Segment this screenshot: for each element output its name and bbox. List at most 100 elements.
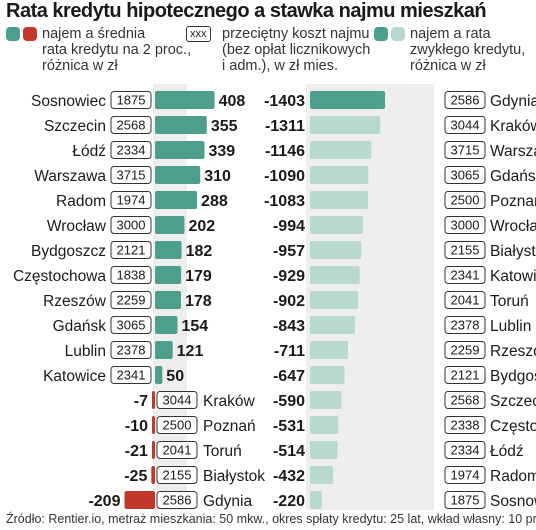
value-left-6: 182 [186, 243, 213, 260]
value-right-12: -590 [273, 393, 305, 410]
value-left-4: 288 [201, 193, 228, 210]
rent-left-16-box [156, 491, 198, 509]
rent-left-8: 2259 [117, 293, 146, 308]
city-left-11: Katowice [43, 368, 106, 385]
bar-right-3 [310, 166, 369, 184]
value-right-9: -843 [273, 318, 305, 335]
rent-right-11: 2121 [451, 368, 480, 383]
value-right-4: -1083 [264, 193, 305, 210]
bar-left-6 [155, 241, 182, 259]
bar-right-0 [310, 91, 386, 109]
source-note: Źródło: Rentier.io, metraż mieszkania: 5… [6, 512, 536, 526]
rent-right-16-box [444, 491, 486, 509]
city-left-2: Łódź [72, 143, 106, 160]
city-right-7: Katowice [490, 268, 536, 285]
city-right-11: Bydgoszcz [490, 368, 536, 385]
city-left-10: Lublin [65, 343, 106, 360]
city-left-4: Radom [56, 193, 106, 210]
rent-left-0: 1875 [117, 93, 146, 108]
value-left-7: 179 [185, 268, 212, 285]
rent-right-15-box [444, 466, 486, 484]
city-left-5: Wrocław [47, 218, 107, 235]
city-left-0: Sosnowiec [31, 93, 106, 110]
city-right-14: Łódź [490, 443, 524, 460]
bar-right-4 [310, 191, 368, 209]
rent-right-5-box [444, 216, 486, 234]
bar-right-12 [310, 391, 342, 409]
bar-left-1 [155, 116, 207, 134]
city-left-12: Kraków [203, 393, 255, 410]
value-right-3: -1090 [264, 168, 305, 185]
city-right-4: Poznań [490, 193, 536, 210]
bar-right-14 [310, 441, 338, 459]
rent-left-9-box [110, 316, 152, 334]
value-left-2: 339 [208, 143, 235, 160]
value-left-12: -7 [134, 393, 148, 410]
rent-left-5-box [110, 216, 152, 234]
rent-left-3-box [110, 166, 152, 184]
value-left-11: 50 [166, 368, 184, 385]
bar-left-8 [155, 291, 181, 309]
city-right-16: Sosnowiec [490, 493, 536, 510]
city-left-13: Poznań [203, 418, 256, 435]
city-left-9: Gdańsk [53, 318, 107, 335]
rent-right-2-box [444, 141, 486, 159]
rent-right-1-box [444, 116, 486, 134]
rent-left-9: 3065 [117, 318, 146, 333]
rent-left-7-box [110, 266, 152, 284]
value-right-10: -711 [274, 343, 305, 360]
rent-right-0-box [444, 91, 486, 109]
rent-right-1: 3044 [451, 118, 480, 133]
bar-left-5 [155, 216, 185, 234]
rent-right-4: 2500 [451, 193, 480, 208]
rent-left-11-box [110, 366, 152, 384]
city-right-6: Białystok [490, 243, 536, 260]
rent-right-14-box [444, 441, 486, 459]
legend-rent-key: xxx [186, 26, 211, 42]
value-right-5: -994 [273, 218, 305, 235]
chart-title: Rata kredytu hipotecznego a stawka najmu… [6, 0, 487, 22]
value-left-13: -10 [125, 418, 148, 435]
city-right-10: Rzeszów [490, 343, 536, 360]
bar-left-14 [151, 441, 155, 459]
rent-left-8-box [110, 291, 152, 309]
bar-right-8 [310, 291, 359, 309]
rent-left-14-box [156, 441, 198, 459]
rent-left-1: 2568 [117, 118, 146, 133]
rent-right-11-box [444, 366, 486, 384]
city-left-3: Warszawa [34, 168, 106, 185]
legend-swatch-light [391, 27, 405, 41]
city-left-7: Częstochowa [13, 268, 106, 285]
bar-right-16 [310, 491, 322, 509]
city-left-1: Szczecin [44, 118, 106, 135]
city-right-15: Radom [490, 468, 536, 485]
rent-right-3-box [444, 166, 486, 184]
rent-left-3: 3715 [117, 168, 146, 183]
value-left-0: 408 [219, 93, 246, 110]
legend-swatch-dark [374, 27, 388, 41]
bar-left-16 [124, 491, 155, 509]
bar-left-7 [155, 266, 182, 284]
bar-right-13 [310, 416, 339, 434]
city-right-8: Toruń [490, 293, 529, 310]
rent-left-6: 2121 [117, 243, 146, 258]
rent-right-12-box [444, 391, 486, 409]
value-right-8: -902 [273, 293, 305, 310]
bar-right-5 [310, 216, 364, 234]
bar-left-3 [155, 166, 201, 184]
value-left-14: -21 [125, 443, 148, 460]
value-right-2: -1146 [265, 143, 305, 160]
city-right-9: Lublin [490, 318, 531, 335]
value-right-7: -929 [273, 268, 305, 285]
value-right-6: -957 [273, 243, 305, 260]
rent-left-16: 2586 [163, 493, 192, 508]
bar-right-11 [310, 366, 345, 384]
rent-right-15: 1974 [451, 468, 480, 483]
rent-right-13-box [444, 416, 486, 434]
rent-right-10: 2259 [451, 343, 480, 358]
value-left-16: -209 [88, 493, 120, 510]
city-right-3: Gdańsk [490, 168, 536, 185]
rent-right-0: 2586 [451, 93, 480, 108]
rent-left-13: 2500 [163, 418, 192, 433]
